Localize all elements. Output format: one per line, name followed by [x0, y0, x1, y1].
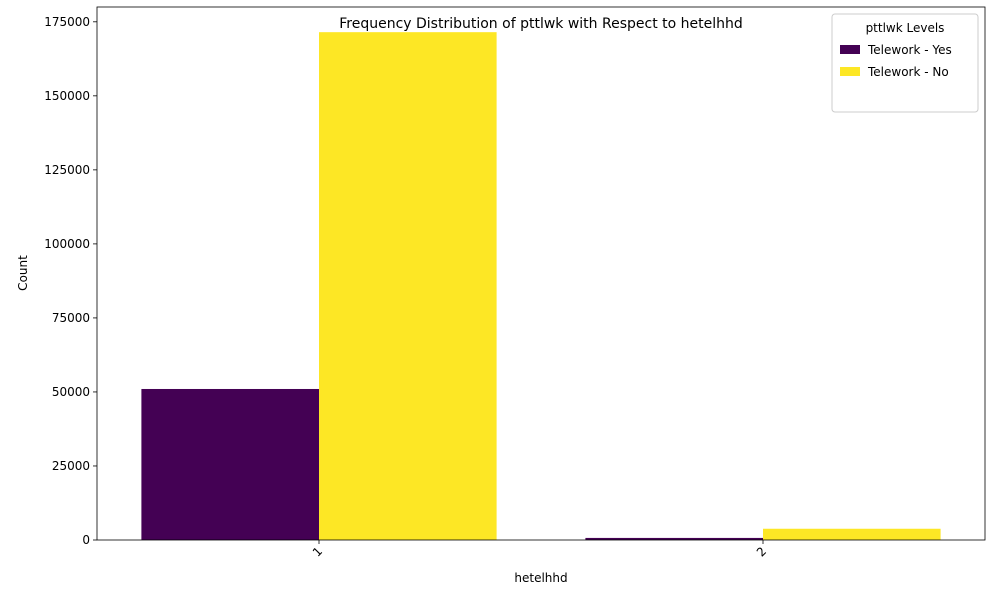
legend-entry-label: Telework - No	[867, 65, 949, 79]
legend-swatch	[840, 45, 860, 54]
legend-box	[831, 13, 979, 113]
y-tick-label: 0	[82, 533, 90, 547]
bar-telework-yes-cat-1	[141, 388, 319, 540]
y-axis-label: Count	[16, 255, 30, 291]
x-axis-label: hetelhhd	[514, 571, 567, 585]
y-tick-label: 150000	[44, 89, 90, 103]
y-axis: 0 25000 50000 75000 100000 125000 150000 175000	[44, 15, 97, 547]
x-tick-label: 2	[754, 544, 769, 559]
legend-entry-label: Telework - Yes	[867, 43, 952, 57]
legend-title: pttlwk Levels	[866, 21, 945, 35]
y-tick-label: 75000	[52, 311, 90, 325]
plot-frame	[96, 6, 986, 541]
bar-telework-no-cat-2	[763, 528, 941, 540]
bar-telework-yes-cat-2	[585, 537, 763, 540]
x-tick-label: 1	[310, 544, 325, 559]
legend-swatch	[840, 67, 860, 76]
bar-telework-no-cat-1	[319, 32, 497, 541]
chart-title: Frequency Distribution of pttlwk with Re…	[339, 16, 743, 32]
y-tick-label: 175000	[44, 15, 90, 29]
y-tick-label: 25000	[52, 459, 90, 473]
legend: pttlwk Levels Telework - Yes Telework - No	[831, 13, 979, 113]
y-tick-label: 50000	[52, 385, 90, 399]
y-tick-label: 125000	[44, 163, 90, 177]
bars-group	[141, 32, 941, 541]
y-tick-label: 100000	[44, 237, 90, 251]
